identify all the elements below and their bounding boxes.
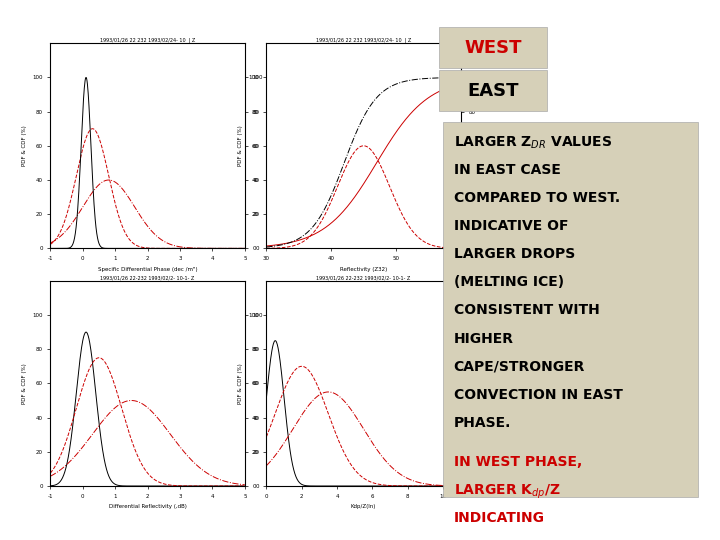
Y-axis label: PDF & CDF (%): PDF & CDF (%) <box>238 125 243 166</box>
Text: IN WEST PHASE,: IN WEST PHASE, <box>454 455 582 469</box>
Title: 1993/01/26 22-232 1993/02/2- 10-1- Z: 1993/01/26 22-232 1993/02/2- 10-1- Z <box>101 275 194 280</box>
Text: LARGER K$_{dp}$/Z: LARGER K$_{dp}$/Z <box>454 483 560 501</box>
Title: 1993/01/26 22 232 1993/02/24- 10  | Z: 1993/01/26 22 232 1993/02/24- 10 | Z <box>100 38 195 43</box>
Text: (MELTING ICE): (MELTING ICE) <box>454 275 564 289</box>
Text: LARGER Z$_{DR}$ VALUES: LARGER Z$_{DR}$ VALUES <box>454 135 612 151</box>
Text: COMPARED TO WEST.: COMPARED TO WEST. <box>454 191 620 205</box>
Text: CAPE/STRONGER: CAPE/STRONGER <box>454 360 585 374</box>
X-axis label: Kdp/Z(ln): Kdp/Z(ln) <box>351 504 377 509</box>
Title: 1993/01/26 22-232 1993/02/2- 10-1- Z: 1993/01/26 22-232 1993/02/2- 10-1- Z <box>317 275 410 280</box>
Text: HIGHER: HIGHER <box>454 332 513 346</box>
X-axis label: Reflectivity (Z32): Reflectivity (Z32) <box>340 267 387 272</box>
Y-axis label: PDF & CDF (%): PDF & CDF (%) <box>22 125 27 166</box>
Text: CONSISTENT WITH: CONSISTENT WITH <box>454 303 599 318</box>
Text: SUBSTANTIAL LWC: SUBSTANTIAL LWC <box>454 539 599 540</box>
Text: INDICATING: INDICATING <box>454 511 544 525</box>
Text: PHASE.: PHASE. <box>454 416 511 430</box>
Text: LARGER DROPS: LARGER DROPS <box>454 247 575 261</box>
Text: INDICATIVE OF: INDICATIVE OF <box>454 219 568 233</box>
Y-axis label: PDF & CDF (%): PDF & CDF (%) <box>238 363 243 404</box>
Text: WEST: WEST <box>464 38 522 57</box>
Text: EAST: EAST <box>467 82 519 100</box>
Text: CONVECTION IN EAST: CONVECTION IN EAST <box>454 388 623 402</box>
Text: IN EAST CASE: IN EAST CASE <box>454 163 560 177</box>
Title: 1993/01/26 22 232 1993/02/24- 10  | Z: 1993/01/26 22 232 1993/02/24- 10 | Z <box>316 38 411 43</box>
X-axis label: Specific Differential Phase (dec /m"): Specific Differential Phase (dec /m") <box>98 267 197 272</box>
Y-axis label: PDF & CDF (%): PDF & CDF (%) <box>22 363 27 404</box>
X-axis label: Differential Reflectivity (,dB): Differential Reflectivity (,dB) <box>109 504 186 509</box>
